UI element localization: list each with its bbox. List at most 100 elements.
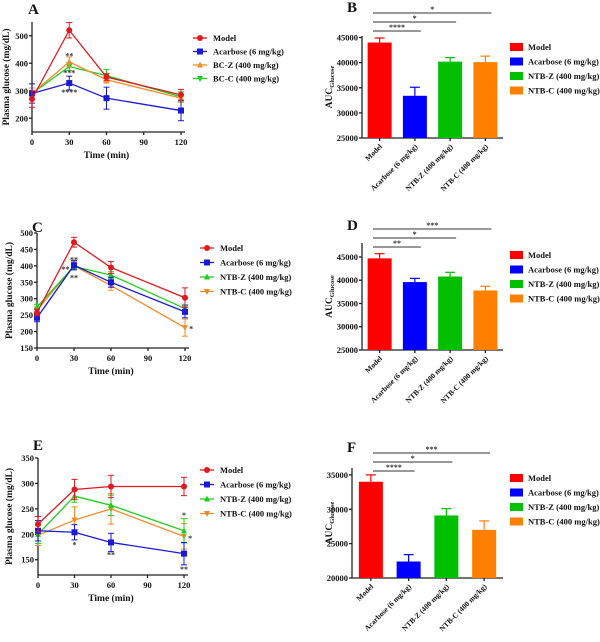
y-axis-title: Plasma glucose (mg/dL) xyxy=(1,28,12,125)
bar xyxy=(402,282,427,350)
legend-item: Acarbose (6 mg/kg) xyxy=(510,265,599,275)
legend-label: Model xyxy=(213,33,237,43)
series-line xyxy=(36,265,186,310)
significance-bracket: * xyxy=(373,230,457,239)
y-axis-title-main: AUC xyxy=(325,297,335,318)
legend-label: NTB-Z (400 mg/kg) xyxy=(528,502,599,512)
y-tick-label: 200 xyxy=(15,113,28,123)
legend-item: NTB-C (400 mg/kg) xyxy=(200,287,292,297)
significance-stars: ** xyxy=(393,239,401,248)
data-point xyxy=(108,483,114,490)
y-tick-label: 300 xyxy=(21,478,34,488)
panel-label: F xyxy=(347,440,356,456)
panel-label: A xyxy=(28,2,39,18)
legend-label: NTB-C (400 mg/kg) xyxy=(220,287,292,297)
panel-c: C 150 200 250 300 350 400 450 500 0 30 60 90 120 Time … xyxy=(4,220,292,377)
y-tick-label: 25000 xyxy=(337,133,358,143)
bar xyxy=(358,481,383,578)
significance-stars: *** xyxy=(426,445,438,454)
data-point xyxy=(34,314,40,321)
y-tick-label: 45000 xyxy=(337,252,358,262)
legend-item: Acarbose (6 mg/kg) xyxy=(510,488,599,498)
significance-annotation: * xyxy=(73,540,77,549)
y-tick-label: 20000 xyxy=(327,573,348,583)
y-axis-title: AUCGlucose xyxy=(325,66,336,109)
x-tick-label: 90 xyxy=(140,137,149,147)
y-axis-title: AUCGlucose xyxy=(325,275,336,318)
legend-label: NTB-Z (400 mg/kg) xyxy=(528,279,599,289)
legend-label: NTB-C (400 mg/kg) xyxy=(528,294,600,304)
legend-marker xyxy=(197,61,203,68)
data-point xyxy=(108,279,114,286)
y-tick-label: 25000 xyxy=(327,539,348,549)
significance-stars: **** xyxy=(386,463,402,472)
legend-item: BC-Z (400 mg/kg) xyxy=(193,60,279,70)
y-tick-label: 200 xyxy=(20,327,33,337)
legend-item: NTB-C (400 mg/kg) xyxy=(510,517,600,527)
y-axis-title: AUCGlucose xyxy=(325,502,336,545)
legend-item: BC-C (400 mg/kg) xyxy=(193,74,279,84)
y-tick-label: 25000 xyxy=(337,345,358,355)
y-axis-title-sub: Glucose xyxy=(329,275,336,297)
series-line xyxy=(31,29,182,100)
x-tick-label: Model xyxy=(363,142,384,163)
x-tick-label: 60 xyxy=(107,580,116,590)
y-tick-label: 30000 xyxy=(337,322,358,332)
significance-bracket: **** xyxy=(373,23,421,32)
bar-group: Model xyxy=(363,37,392,163)
legend-marker xyxy=(204,467,210,473)
y-axis-title: Plasma glucose (mg/dL) xyxy=(4,468,15,565)
panel-label: E xyxy=(33,438,43,454)
legend-label: Model xyxy=(220,243,244,253)
y-tick-label: 350 xyxy=(20,277,33,287)
significance-annotation: ** xyxy=(70,255,78,264)
legend-item: Acarbose (6 mg/kg) xyxy=(193,47,284,57)
x-axis-title: Time (min) xyxy=(84,150,129,161)
data-point xyxy=(34,303,40,310)
x-tick-label: 0 xyxy=(35,353,39,363)
y-axis-title: Plasma glucose (mg/dL) xyxy=(4,242,15,339)
x-tick-label: 60 xyxy=(102,137,111,147)
panel-e: E 150 200 250 300 350 0 30 60 90 120 Time (min) Plas… xyxy=(4,438,292,604)
legend-swatch xyxy=(510,280,523,288)
legend-label: Model xyxy=(220,465,244,475)
legend-item: Model xyxy=(193,33,237,43)
data-point xyxy=(108,271,114,278)
data-point xyxy=(182,308,188,315)
y-tick-label: 450 xyxy=(20,244,33,254)
legend-swatch xyxy=(510,57,523,66)
legend-label: Acarbose (6 mg/kg) xyxy=(220,480,291,490)
significance-bracket: * xyxy=(373,5,492,14)
data-point xyxy=(34,309,40,316)
panel-label: D xyxy=(347,218,358,234)
legend-swatch xyxy=(510,43,523,51)
legend-label: Model xyxy=(528,42,552,52)
legend-swatch xyxy=(510,294,523,303)
legend-swatch xyxy=(510,488,523,497)
x-tick-label: 120 xyxy=(178,580,191,590)
legend-label: Acarbose (6 mg/kg) xyxy=(220,258,291,268)
y-axis-title-main: AUC xyxy=(325,88,335,109)
significance-annotation: * xyxy=(188,534,192,543)
x-tick-label: Model xyxy=(363,354,384,375)
data-point xyxy=(35,521,41,528)
series-line xyxy=(37,485,184,525)
bar xyxy=(473,290,498,350)
data-point xyxy=(66,27,73,34)
legend-swatch xyxy=(510,251,523,259)
y-tick-label: 300 xyxy=(20,294,33,304)
panel-a: A 200 300 400 500 0 30 60 90 120 Time (min) Plasma … xyxy=(1,2,284,161)
bar-group: Model xyxy=(354,474,383,603)
x-tick-label: 0 xyxy=(36,580,40,590)
bar xyxy=(402,95,427,138)
panel-label: C xyxy=(32,220,43,236)
significance-stars: * xyxy=(413,14,417,23)
legend-marker xyxy=(204,245,210,251)
significance-stars: * xyxy=(413,230,417,239)
bar xyxy=(367,42,392,138)
legend-label: NTB-Z (400 mg/kg) xyxy=(220,272,291,282)
legend-item: NTB-Z (400 mg/kg) xyxy=(510,71,599,81)
data-point xyxy=(71,517,78,524)
legend-label: NTB-C (400 mg/kg) xyxy=(528,517,600,527)
